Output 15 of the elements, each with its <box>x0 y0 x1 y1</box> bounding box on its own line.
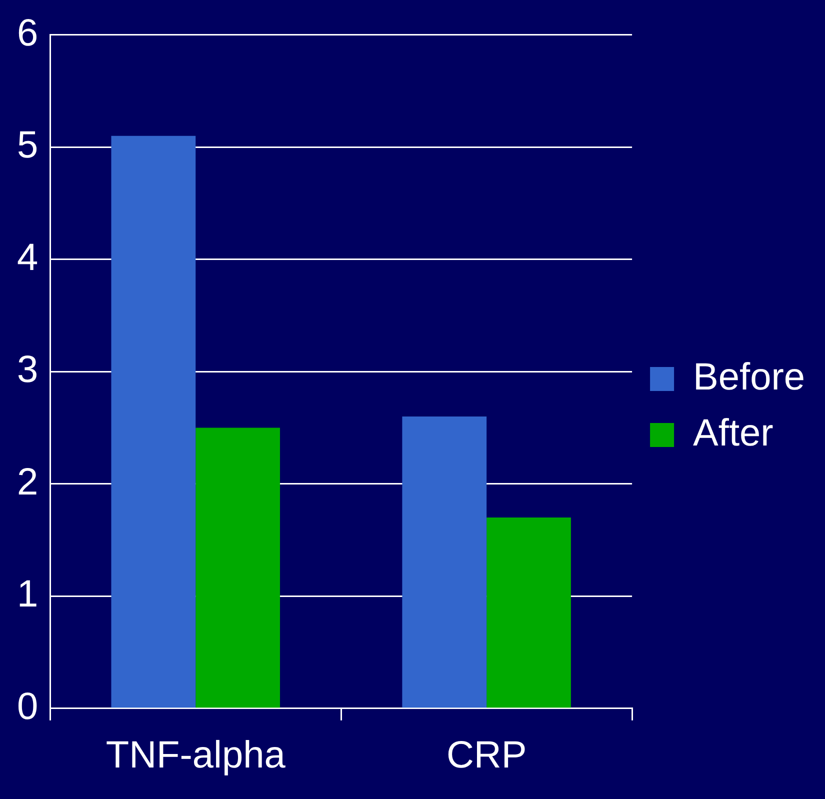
y-tick-label: 2 <box>16 461 38 504</box>
y-tick-label: 0 <box>16 686 38 728</box>
y-tick-label: 1 <box>16 574 38 616</box>
bar <box>486 518 571 708</box>
legend-label: Before <box>693 356 806 398</box>
x-tick-label: TNF-alpha <box>106 734 286 777</box>
legend-label: After <box>693 412 774 454</box>
y-tick-label: 6 <box>16 12 38 54</box>
bar <box>111 136 196 708</box>
y-tick-label: 4 <box>16 236 38 279</box>
bar <box>402 416 487 708</box>
y-tick-label: 5 <box>16 124 38 167</box>
y-tick-label: 3 <box>16 349 38 392</box>
x-tick-label: CRP <box>446 734 527 777</box>
bar <box>196 428 280 708</box>
